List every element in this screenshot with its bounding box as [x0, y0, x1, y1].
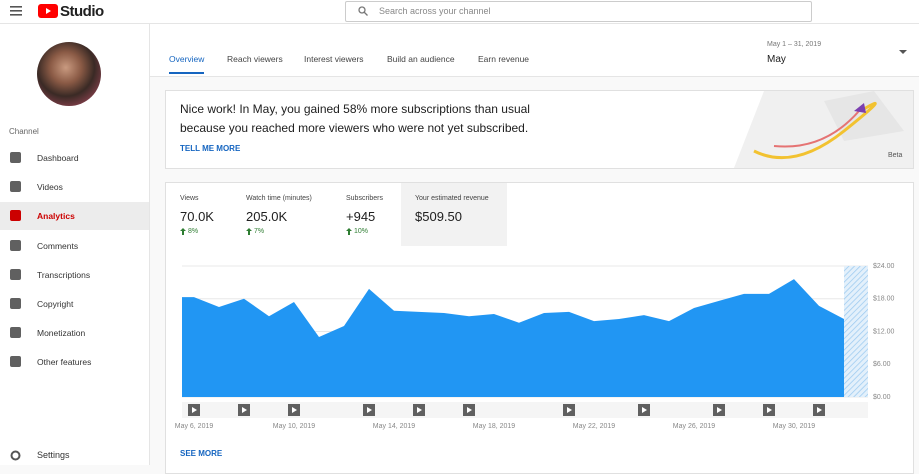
nav-icon — [10, 181, 21, 193]
play-icon — [367, 407, 372, 413]
nav-item[interactable]: Monetization — [0, 319, 149, 347]
nav-item[interactable]: Dashboard — [0, 144, 149, 172]
metric[interactable]: Your estimated revenue $509.50 — [401, 183, 507, 246]
tab[interactable]: Earn revenue — [478, 54, 530, 64]
tab[interactable]: Reach viewers — [227, 54, 283, 64]
avatar — [37, 42, 101, 106]
metric-value: 205.0K — [246, 209, 288, 224]
nav-label: Other features — [37, 357, 92, 368]
x-tick-label: May 22, 2019 — [573, 423, 616, 430]
y-tick-label: $24.00 — [873, 263, 895, 270]
play-icon — [192, 407, 197, 413]
search-placeholder: Search across your channel — [379, 6, 491, 16]
nav-icon — [10, 356, 21, 368]
metric-label: Views — [180, 195, 199, 202]
tab[interactable]: Build an audience — [387, 54, 455, 64]
banner-text: Nice work! In May, you gained 58% more s… — [180, 102, 530, 135]
tab[interactable]: Overview — [169, 54, 205, 74]
nav-item[interactable]: Videos — [0, 173, 149, 201]
play-icon — [467, 407, 472, 413]
nav-item[interactable]: Other features — [0, 348, 149, 376]
x-tick-label: May 10, 2019 — [273, 423, 316, 430]
play-icon — [717, 407, 722, 413]
play-icon — [642, 407, 647, 413]
dropdown-icon[interactable] — [899, 50, 907, 55]
banner-link[interactable]: TELL ME MORE — [180, 144, 241, 153]
nav-icon — [10, 298, 21, 309]
y-tick-label: $6.00 — [873, 361, 891, 368]
metric[interactable]: Watch time (minutes) 205.0K 7% — [232, 183, 312, 246]
nav-label: Videos — [37, 182, 63, 193]
nav-item[interactable]: Copyright — [0, 290, 149, 318]
x-tick-label: May 30, 2019 — [773, 423, 816, 430]
x-tick-label: May 18, 2019 — [473, 423, 516, 430]
nav-label: Comments — [37, 240, 79, 251]
beta-badge: Beta — [888, 152, 903, 159]
nav-item[interactable]: Transcriptions — [0, 261, 149, 289]
nav-icon — [10, 268, 21, 280]
date-month[interactable]: May — [767, 54, 786, 65]
search-icon — [358, 6, 368, 16]
metric-value: $509.50 — [415, 209, 462, 224]
nav-label: Dashboard — [37, 153, 79, 163]
see-more[interactable]: SEE MORE — [180, 449, 223, 458]
nav-label: Transcriptions — [37, 269, 91, 280]
nav-label: Analytics — [37, 211, 75, 222]
play-icon — [292, 407, 297, 413]
nav-icon — [10, 152, 21, 163]
up-arrow — [346, 228, 352, 235]
video-track — [182, 402, 868, 418]
sidebar: Channel Settings Dashboard Videos Analytic… — [0, 24, 150, 465]
x-tick-label: May 14, 2019 — [373, 423, 416, 430]
nav-icon — [10, 210, 21, 222]
settings-link[interactable]: Settings — [37, 450, 70, 460]
nav-label: Monetization — [37, 328, 86, 339]
metric-change: 10% — [354, 228, 369, 235]
settings-icon — [10, 450, 21, 461]
x-tick-label: May 26, 2019 — [673, 423, 716, 430]
play-icon — [567, 407, 572, 413]
metric-change: 8% — [188, 228, 199, 235]
metric-label: Watch time (minutes) — [246, 195, 312, 202]
partial-period — [844, 266, 868, 397]
up-arrow — [246, 228, 252, 235]
logo-text: Studio — [60, 3, 104, 20]
date-range: May 1 – 31, 2019 — [767, 41, 822, 48]
logo-icon — [38, 4, 58, 18]
play-icon — [417, 407, 422, 413]
play-icon — [767, 407, 772, 413]
nav-icon — [10, 327, 21, 339]
play-icon — [242, 407, 247, 413]
y-tick-label: $12.00 — [873, 328, 895, 335]
metric-label: Your estimated revenue — [415, 195, 489, 202]
metric[interactable]: Views 70.0K 8% — [166, 183, 236, 246]
y-tick-label: $18.00 — [873, 296, 895, 303]
up-arrow — [180, 228, 186, 235]
banner-illustration — [734, 91, 913, 168]
area — [182, 279, 844, 397]
top-bar: Studio Search across your channel — [0, 0, 919, 24]
x-tick-label: May 6, 2019 — [175, 423, 214, 430]
metric-value: +945 — [346, 209, 376, 224]
menu-icon[interactable] — [10, 6, 22, 16]
tab[interactable]: Interest viewers — [304, 54, 364, 64]
metric-label: Subscribers — [346, 195, 383, 202]
main-header: May 1 – 31, 2019 May Overview Reach viewe… — [150, 24, 919, 77]
nav-item[interactable]: Analytics — [0, 202, 149, 231]
banner-card: Nice work! In May, you gained 58% more s… — [165, 90, 914, 169]
metric-change: 7% — [254, 228, 265, 235]
nav-label: Copyright — [37, 299, 74, 309]
metric[interactable]: Subscribers +945 10% — [332, 183, 402, 246]
nav-icon — [10, 239, 21, 251]
search-box[interactable]: Search across your channel — [345, 1, 812, 22]
nav-item[interactable]: Comments — [0, 232, 149, 260]
y-tick-label: $0.00 — [873, 394, 891, 401]
section-label: Channel — [9, 127, 39, 136]
play-icon — [817, 407, 822, 413]
metric-value: 70.0K — [180, 209, 214, 224]
